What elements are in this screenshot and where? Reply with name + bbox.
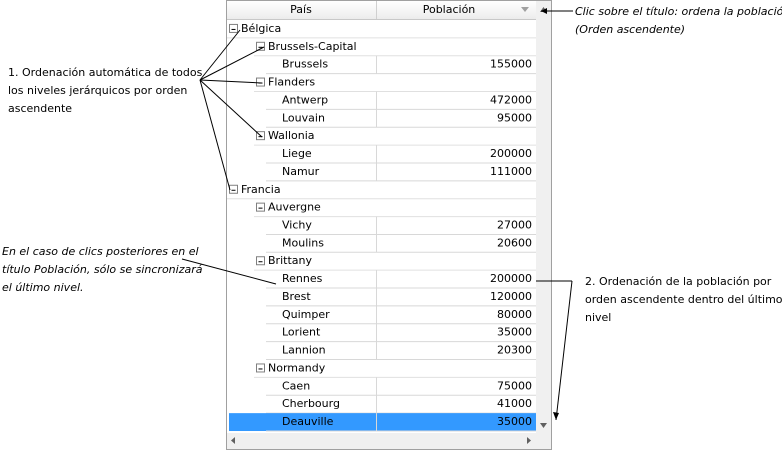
annotation-line: ascendente bbox=[8, 102, 72, 115]
city-name: Vichy bbox=[282, 219, 312, 232]
annotations: Clic sobre el título: ordena la població… bbox=[2, 5, 782, 324]
annotation-line: 2. Ordenación de la población por bbox=[585, 275, 772, 288]
population: 155000 bbox=[490, 58, 532, 71]
annotation-line: En el caso de clics posteriores en el bbox=[2, 245, 199, 258]
annotation-line: 1. Ordenación automática de todos bbox=[8, 66, 203, 79]
population: 200000 bbox=[490, 147, 532, 160]
group-label: Normandy bbox=[268, 361, 326, 374]
selected-row bbox=[229, 413, 536, 432]
header-bg bbox=[227, 1, 536, 19]
city-name: Quimper bbox=[282, 308, 330, 321]
auto-sort-lines bbox=[199, 29, 265, 191]
population: 111000 bbox=[490, 165, 532, 178]
header-poblacion[interactable]: Población bbox=[423, 3, 476, 16]
group-label: Auvergne bbox=[268, 201, 321, 214]
city-name: Lorient bbox=[282, 326, 321, 339]
group-label: Wallonia bbox=[268, 129, 315, 142]
population: 27000 bbox=[497, 219, 532, 232]
city-name: Moulins bbox=[282, 236, 324, 249]
grid-frame bbox=[226, 0, 552, 450]
scroll-down[interactable] bbox=[540, 423, 547, 428]
city-name: Antwerp bbox=[282, 93, 328, 106]
rows: Bélgica Brussels-Capital Brussels 155000 Fla… bbox=[227, 22, 536, 432]
collapse-box[interactable] bbox=[256, 77, 265, 87]
annotation-line: los niveles jerárquicos por orden bbox=[8, 84, 187, 97]
city-name: Liege bbox=[282, 147, 312, 160]
city-name: Brussels bbox=[282, 58, 328, 71]
population: 95000 bbox=[497, 111, 532, 124]
arrow-head bbox=[541, 8, 547, 14]
scroll-right[interactable] bbox=[527, 437, 531, 444]
h-scrollbar[interactable] bbox=[227, 433, 536, 449]
city-name: Deauville bbox=[282, 415, 334, 428]
sort-arrow bbox=[521, 7, 529, 12]
annotation-line: nivel bbox=[585, 311, 611, 324]
header-pais[interactable]: País bbox=[290, 3, 312, 16]
population: 35000 bbox=[497, 415, 532, 428]
population: 472000 bbox=[490, 93, 532, 106]
city-name: Rennes bbox=[282, 272, 323, 285]
population: 20600 bbox=[497, 236, 532, 249]
collapse-box[interactable] bbox=[256, 256, 265, 266]
annotation-line: título Población, sólo se sincronizará bbox=[2, 263, 203, 276]
population: 80000 bbox=[497, 308, 532, 321]
city-name: Louvain bbox=[282, 111, 325, 124]
last-level-line bbox=[555, 280, 573, 421]
collapse-box[interactable] bbox=[229, 184, 238, 194]
population: 35000 bbox=[497, 326, 532, 339]
v-scrollbar[interactable] bbox=[536, 1, 551, 433]
group-label: Flanders bbox=[268, 76, 315, 89]
annotation-line: Clic sobre el título: ordena la població… bbox=[575, 5, 782, 18]
population: 75000 bbox=[497, 379, 532, 392]
later-clicks-line bbox=[181, 258, 277, 285]
arrow-head bbox=[553, 412, 559, 420]
city-name: Namur bbox=[282, 165, 320, 178]
city-name: Cherbourg bbox=[282, 397, 340, 410]
city-name: Brest bbox=[282, 290, 311, 303]
population: 41000 bbox=[497, 397, 532, 410]
group-label: Brittany bbox=[268, 254, 312, 267]
city-name: Lannion bbox=[282, 344, 326, 357]
annotation-line: (Orden ascendente) bbox=[575, 23, 685, 36]
annotation-line: el último nivel. bbox=[2, 281, 84, 294]
population: 120000 bbox=[490, 290, 532, 303]
collapse-box[interactable] bbox=[229, 23, 238, 33]
scroll-left[interactable] bbox=[231, 437, 235, 444]
population: 200000 bbox=[490, 272, 532, 285]
group-label: Bélgica bbox=[241, 22, 281, 35]
group-label: Francia bbox=[241, 183, 281, 196]
city-name: Caen bbox=[282, 379, 310, 392]
collapse-box[interactable] bbox=[256, 363, 265, 373]
annotation-line: orden ascendente dentro del último bbox=[585, 293, 782, 306]
group-label: Brussels-Capital bbox=[268, 40, 357, 53]
collapse-box[interactable] bbox=[256, 41, 265, 51]
population: 20300 bbox=[497, 344, 532, 357]
collapse-box[interactable] bbox=[256, 202, 265, 212]
scroll-corner bbox=[536, 433, 551, 449]
